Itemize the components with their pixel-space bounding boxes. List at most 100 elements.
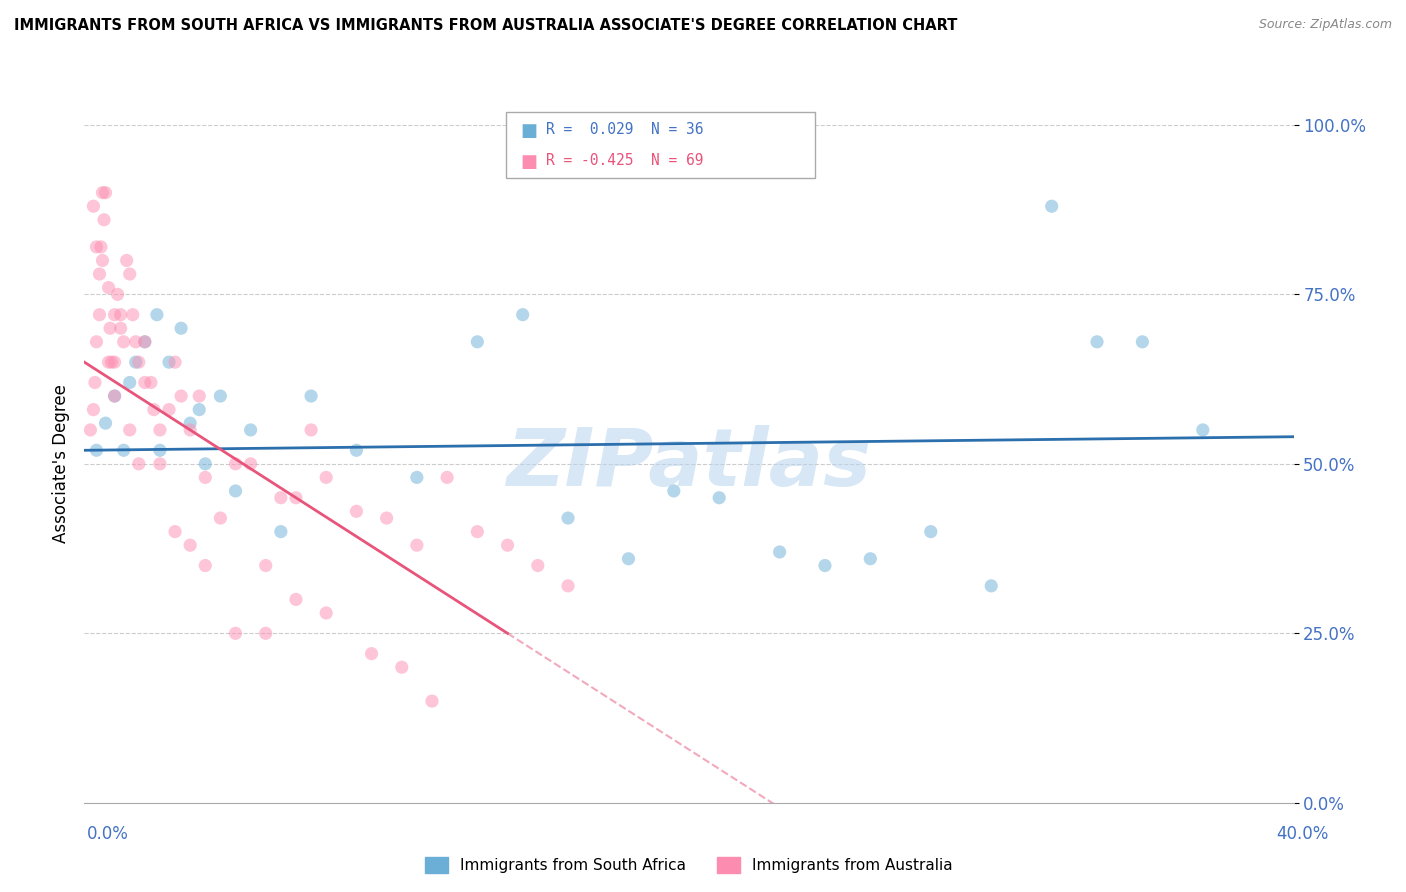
Point	[496, 538, 519, 552]
Point	[118, 423, 141, 437]
Point	[557, 511, 579, 525]
Point	[239, 423, 262, 437]
Point	[188, 402, 211, 417]
Text: 0.0%: 0.0%	[87, 825, 129, 843]
Point	[79, 423, 101, 437]
Point	[91, 186, 114, 200]
Point	[270, 491, 292, 505]
Point	[980, 579, 1002, 593]
Point	[128, 355, 150, 369]
Point	[662, 483, 685, 498]
Text: R = -0.425  N = 69: R = -0.425 N = 69	[546, 153, 703, 169]
Text: 40.0%: 40.0%	[1277, 825, 1329, 843]
Point	[254, 558, 277, 573]
Point	[814, 558, 837, 573]
Point	[170, 389, 193, 403]
Point	[194, 558, 217, 573]
Point	[270, 524, 292, 539]
Point	[84, 376, 107, 390]
Point	[134, 376, 156, 390]
Point	[128, 457, 150, 471]
Point	[149, 457, 172, 471]
Point	[1040, 199, 1063, 213]
Text: Source: ZipAtlas.com: Source: ZipAtlas.com	[1258, 18, 1392, 31]
Point	[406, 538, 429, 552]
Point	[107, 287, 129, 301]
Text: ■: ■	[520, 122, 537, 140]
Point	[467, 524, 489, 539]
Text: ZIPatlas: ZIPatlas	[506, 425, 872, 503]
Point	[375, 511, 398, 525]
Point	[134, 334, 156, 349]
Point	[82, 402, 104, 417]
Point	[98, 321, 121, 335]
Point	[179, 538, 201, 552]
Point	[1192, 423, 1215, 437]
Point	[97, 355, 120, 369]
Point	[194, 457, 217, 471]
Point	[118, 376, 141, 390]
Point	[125, 355, 148, 369]
Point	[346, 504, 368, 518]
Legend: Immigrants from South Africa, Immigrants from Australia: Immigrants from South Africa, Immigrants…	[425, 857, 953, 873]
Point	[170, 321, 193, 335]
Point	[125, 334, 148, 349]
Point	[89, 267, 111, 281]
Point	[420, 694, 443, 708]
Point	[86, 443, 108, 458]
Point	[121, 308, 143, 322]
Text: IMMIGRANTS FROM SOUTH AFRICA VS IMMIGRANTS FROM AUSTRALIA ASSOCIATE'S DEGREE COR: IMMIGRANTS FROM SOUTH AFRICA VS IMMIGRAN…	[14, 18, 957, 33]
Point	[284, 491, 308, 505]
Point	[165, 524, 187, 539]
Point	[115, 253, 138, 268]
Point	[225, 626, 247, 640]
Point	[112, 334, 135, 349]
Point	[209, 511, 232, 525]
Point	[179, 423, 201, 437]
Point	[859, 551, 882, 566]
Point	[112, 443, 135, 458]
Point	[299, 389, 322, 403]
Point	[149, 423, 172, 437]
Point	[139, 376, 162, 390]
Point	[617, 551, 640, 566]
Point	[225, 457, 247, 471]
Point	[315, 470, 337, 484]
Point	[157, 355, 180, 369]
Point	[769, 545, 792, 559]
Point	[94, 416, 117, 430]
Point	[149, 443, 172, 458]
Point	[1085, 334, 1108, 349]
Point	[406, 470, 429, 484]
Point	[100, 355, 122, 369]
Text: ■: ■	[520, 153, 537, 171]
Point	[179, 416, 201, 430]
Point	[104, 389, 127, 403]
Point	[93, 212, 115, 227]
Point	[90, 240, 112, 254]
Point	[104, 308, 127, 322]
Point	[557, 579, 579, 593]
Point	[142, 402, 165, 417]
Point	[225, 483, 247, 498]
Point	[118, 267, 141, 281]
Point	[110, 321, 132, 335]
Point	[315, 606, 337, 620]
Point	[94, 186, 117, 200]
Point	[194, 470, 217, 484]
Y-axis label: Associate's Degree: Associate's Degree	[52, 384, 70, 543]
Point	[209, 389, 232, 403]
Point	[134, 334, 156, 349]
Point	[527, 558, 550, 573]
Point	[86, 240, 108, 254]
Point	[82, 199, 104, 213]
Point	[512, 308, 534, 322]
Point	[284, 592, 308, 607]
Point	[97, 280, 120, 294]
Point	[146, 308, 169, 322]
Point	[104, 355, 127, 369]
Point	[86, 334, 108, 349]
Point	[346, 443, 368, 458]
Point	[709, 491, 731, 505]
Point	[1130, 334, 1153, 349]
